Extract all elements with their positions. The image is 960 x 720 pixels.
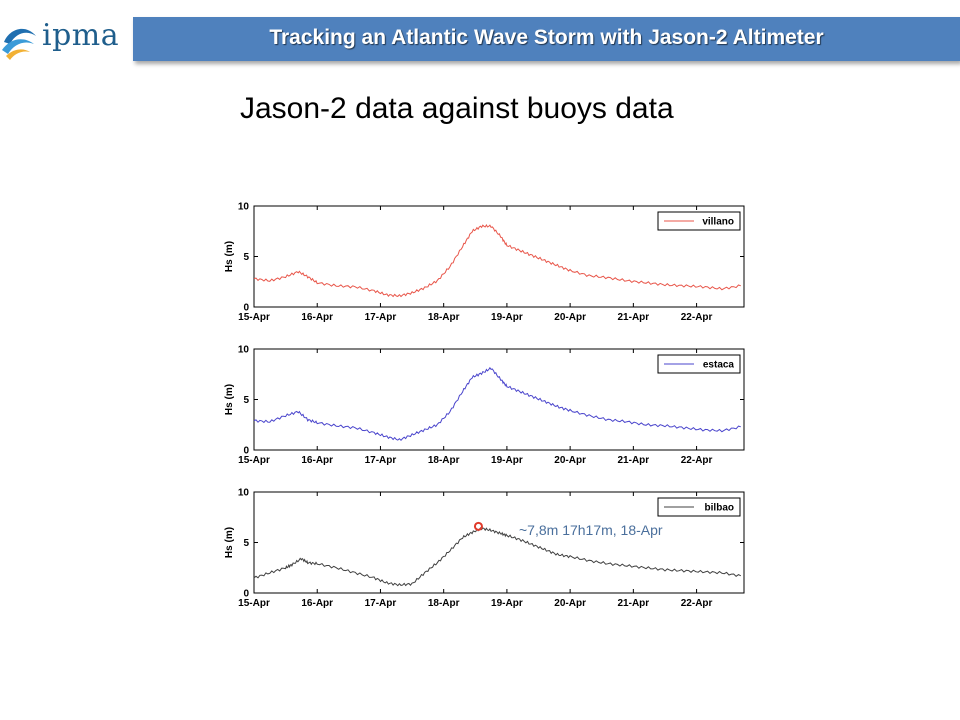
legend-label: villano xyxy=(702,217,734,228)
x-tick-label: 19-Apr xyxy=(491,455,523,466)
x-tick-label: 15-Apr xyxy=(238,598,270,609)
series-line-villano xyxy=(253,223,741,298)
x-tick-label: 21-Apr xyxy=(618,598,650,609)
peak-annotation: ~7,8m 17h17m, 18-Apr xyxy=(519,522,663,538)
x-tick-label: 17-Apr xyxy=(365,312,397,323)
banner-title: Tracking an Atlantic Wave Storm with Jas… xyxy=(269,26,824,49)
x-tick-label: 21-Apr xyxy=(618,455,650,466)
x-tick-label: 20-Apr xyxy=(554,312,586,323)
y-axis-label: Hs (m) xyxy=(224,241,235,272)
ipma-wave-icon xyxy=(2,28,36,60)
x-tick-label: 16-Apr xyxy=(301,312,333,323)
y-tick-label: 5 xyxy=(243,252,249,263)
x-tick-label: 16-Apr xyxy=(301,455,333,466)
legend-box xyxy=(657,211,741,231)
series-line-estaca xyxy=(253,366,741,442)
x-tick-label: 18-Apr xyxy=(428,312,460,323)
ipma-logo: ipma xyxy=(0,14,130,64)
y-axis-label: Hs (m) xyxy=(224,384,235,415)
x-tick-label: 19-Apr xyxy=(491,598,523,609)
x-tick-label: 18-Apr xyxy=(428,598,460,609)
x-tick-label: 21-Apr xyxy=(618,312,650,323)
x-tick-label: 22-Apr xyxy=(681,455,713,466)
x-tick-label: 19-Apr xyxy=(491,312,523,323)
x-tick-label: 15-Apr xyxy=(238,455,270,466)
x-tick-label: 20-Apr xyxy=(554,455,586,466)
legend-box xyxy=(657,354,741,374)
x-tick-label: 16-Apr xyxy=(301,598,333,609)
y-tick-label: 5 xyxy=(243,538,249,549)
slide-subtitle: Jason-2 data against buoys data xyxy=(240,92,674,125)
legend-label: estaca xyxy=(703,360,735,371)
legend-box xyxy=(657,497,741,517)
x-tick-label: 22-Apr xyxy=(681,312,713,323)
logo-text: ipma xyxy=(42,18,120,53)
y-tick-label: 0 xyxy=(243,446,249,457)
y-tick-label: 10 xyxy=(238,345,250,356)
y-tick-label: 0 xyxy=(243,589,249,600)
jason2-peak-marker xyxy=(473,521,483,531)
y-tick-label: 5 xyxy=(243,395,249,406)
y-axis-label: Hs (m) xyxy=(224,527,235,558)
buoy-charts: 0 5 10 Hs (m) 15-Apr 16-Apr 17-Apr 18-Apr 19-Apr… xyxy=(224,202,745,609)
y-tick-label: 0 xyxy=(243,303,249,314)
legend-label: bilbao xyxy=(705,503,734,514)
x-tick-label: 18-Apr xyxy=(428,455,460,466)
x-tick-label: 17-Apr xyxy=(365,598,397,609)
y-tick-label: 10 xyxy=(238,488,250,499)
x-tick-label: 20-Apr xyxy=(554,598,586,609)
x-tick-label: 15-Apr xyxy=(238,312,270,323)
y-tick-label: 10 xyxy=(238,202,250,213)
title-banner: Tracking an Atlantic Wave Storm with Jas… xyxy=(133,17,960,61)
x-tick-label: 17-Apr xyxy=(365,455,397,466)
x-tick-label: 22-Apr xyxy=(681,598,713,609)
